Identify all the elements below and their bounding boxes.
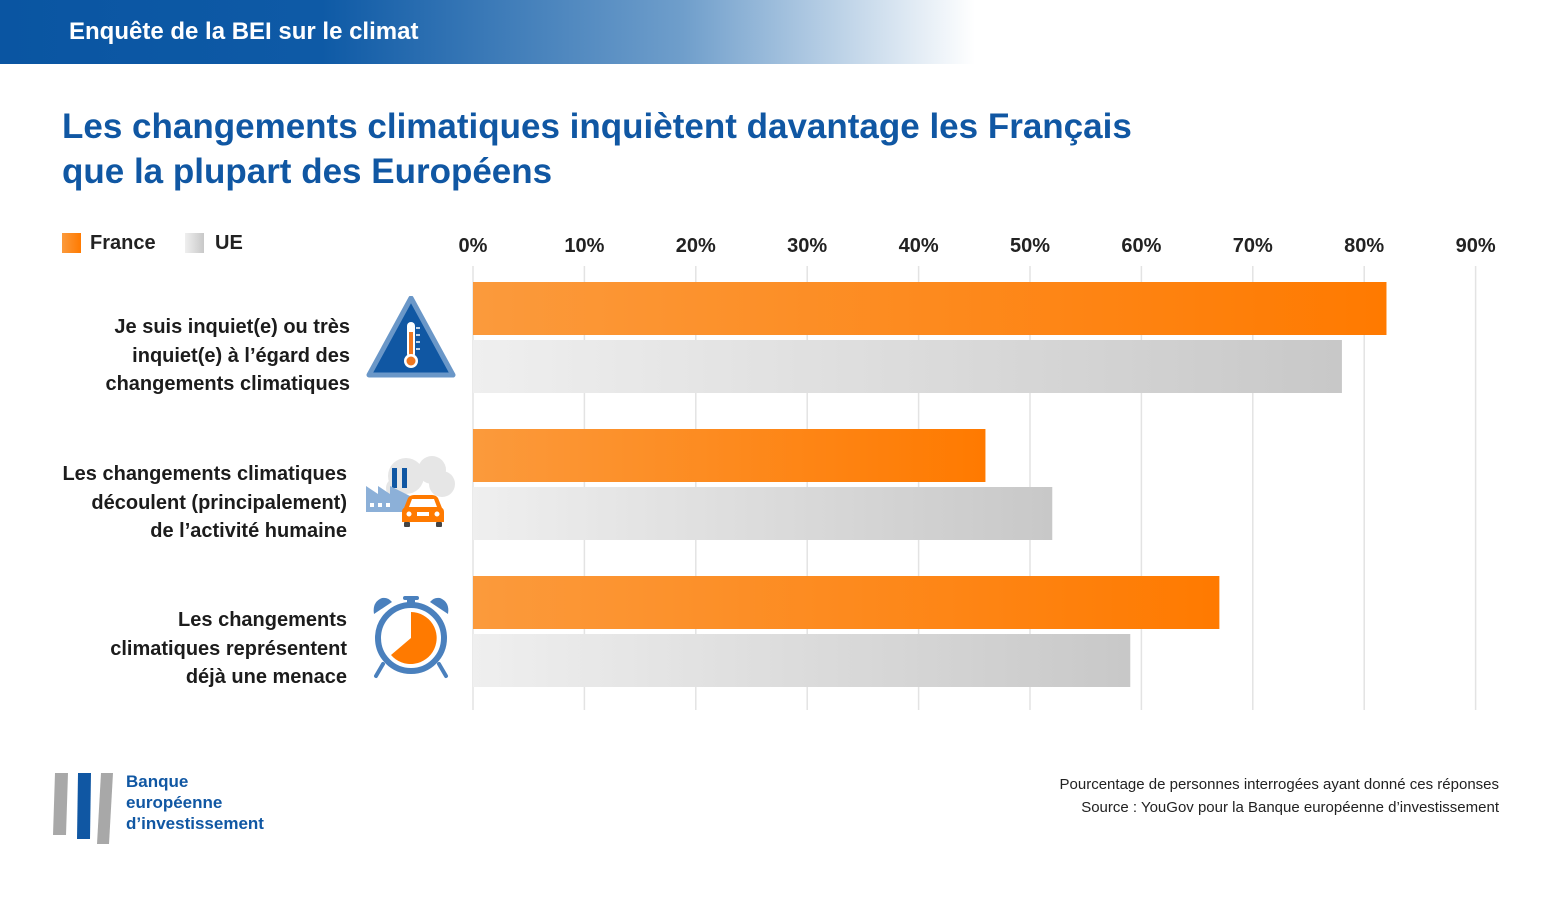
- category-label-2-line-2: découlent (principalement): [91, 491, 347, 514]
- main-title: Les changements climatiques inquiètent d…: [62, 104, 1262, 194]
- bar-france-category-1: [473, 282, 1387, 335]
- bars: [473, 282, 1387, 687]
- x-axis-ticks: 0% 10% 20% 30% 40% 50% 60% 70% 80% 90%: [459, 235, 1496, 257]
- bar-ue-category-1: [473, 340, 1342, 393]
- x-tick-label-80: 80%: [1344, 235, 1384, 257]
- category-label-2: Les changements climatiques découlent (p…: [47, 460, 347, 546]
- x-tick-label-0: 0%: [459, 235, 488, 257]
- footer-source: Source : YouGov pour la Banque européenn…: [1081, 799, 1499, 816]
- footer-notes: Pourcentage de personnes interrogées aya…: [1060, 773, 1499, 819]
- banner-title: Enquête de la BEI sur le climat: [69, 18, 419, 45]
- category-label-2-line-3: de l’activité humaine: [150, 520, 347, 542]
- alarm-clock-icon: [373, 596, 449, 678]
- eib-logo-text: Banque européenne d’investissement: [126, 771, 264, 834]
- thermometer-warning-icon: [366, 296, 456, 378]
- x-tick-label-50: 50%: [1010, 235, 1050, 257]
- category-label-1-line-2: inquiet(e) à l’égard des: [132, 344, 350, 367]
- legend-swatch-france: [62, 233, 81, 253]
- top-banner: Enquête de la BEI sur le climat: [0, 0, 975, 64]
- category-label-3-line-1: Les changements: [178, 609, 347, 631]
- eib-logo-line-2: européenne: [126, 793, 223, 812]
- factory-car-pollution-icon: [366, 456, 455, 527]
- eib-logo-line-3: d’investissement: [126, 814, 264, 833]
- eib-logo-mark: [53, 773, 113, 844]
- x-tick-label-40: 40%: [899, 235, 939, 257]
- category-label-3: Les changements climatiques représentent…: [47, 606, 347, 692]
- legend-swatch-ue: [185, 233, 204, 253]
- category-label-1: Je suis inquiet(e) ou très inquiet(e) à …: [50, 313, 350, 399]
- eib-logo: Banque européenne d’investissement: [50, 771, 290, 847]
- bar-france-category-2: [473, 429, 986, 482]
- main-title-line-2: que la plupart des Européens: [62, 152, 553, 191]
- eib-logo-line-1: Banque: [126, 772, 189, 791]
- bar-france-category-3: [473, 576, 1220, 629]
- bar-ue-category-3: [473, 634, 1131, 687]
- x-tick-label-90: 90%: [1456, 235, 1496, 257]
- bar-ue-category-2: [473, 487, 1053, 540]
- x-tick-label-30: 30%: [787, 235, 827, 257]
- category-label-2-line-1: Les changements climatiques: [62, 463, 347, 485]
- x-tick-label-10: 10%: [564, 235, 604, 257]
- category-label-3-line-2: climatiques représentent: [110, 637, 347, 660]
- x-tick-label-70: 70%: [1233, 235, 1273, 257]
- category-label-1-line-1: Je suis inquiet(e) ou très: [114, 316, 350, 338]
- main-title-line-1: Les changements climatiques inquiètent d…: [62, 107, 1132, 146]
- legend-label-france: France: [90, 232, 156, 254]
- footer-note: Pourcentage de personnes interrogées aya…: [1059, 776, 1499, 793]
- x-tick-label-60: 60%: [1121, 235, 1161, 257]
- category-label-3-line-3: déjà une menace: [185, 666, 347, 688]
- category-label-1-line-3: changements climatiques: [105, 373, 350, 395]
- legend-label-ue: UE: [215, 232, 243, 254]
- x-tick-label-20: 20%: [676, 235, 716, 257]
